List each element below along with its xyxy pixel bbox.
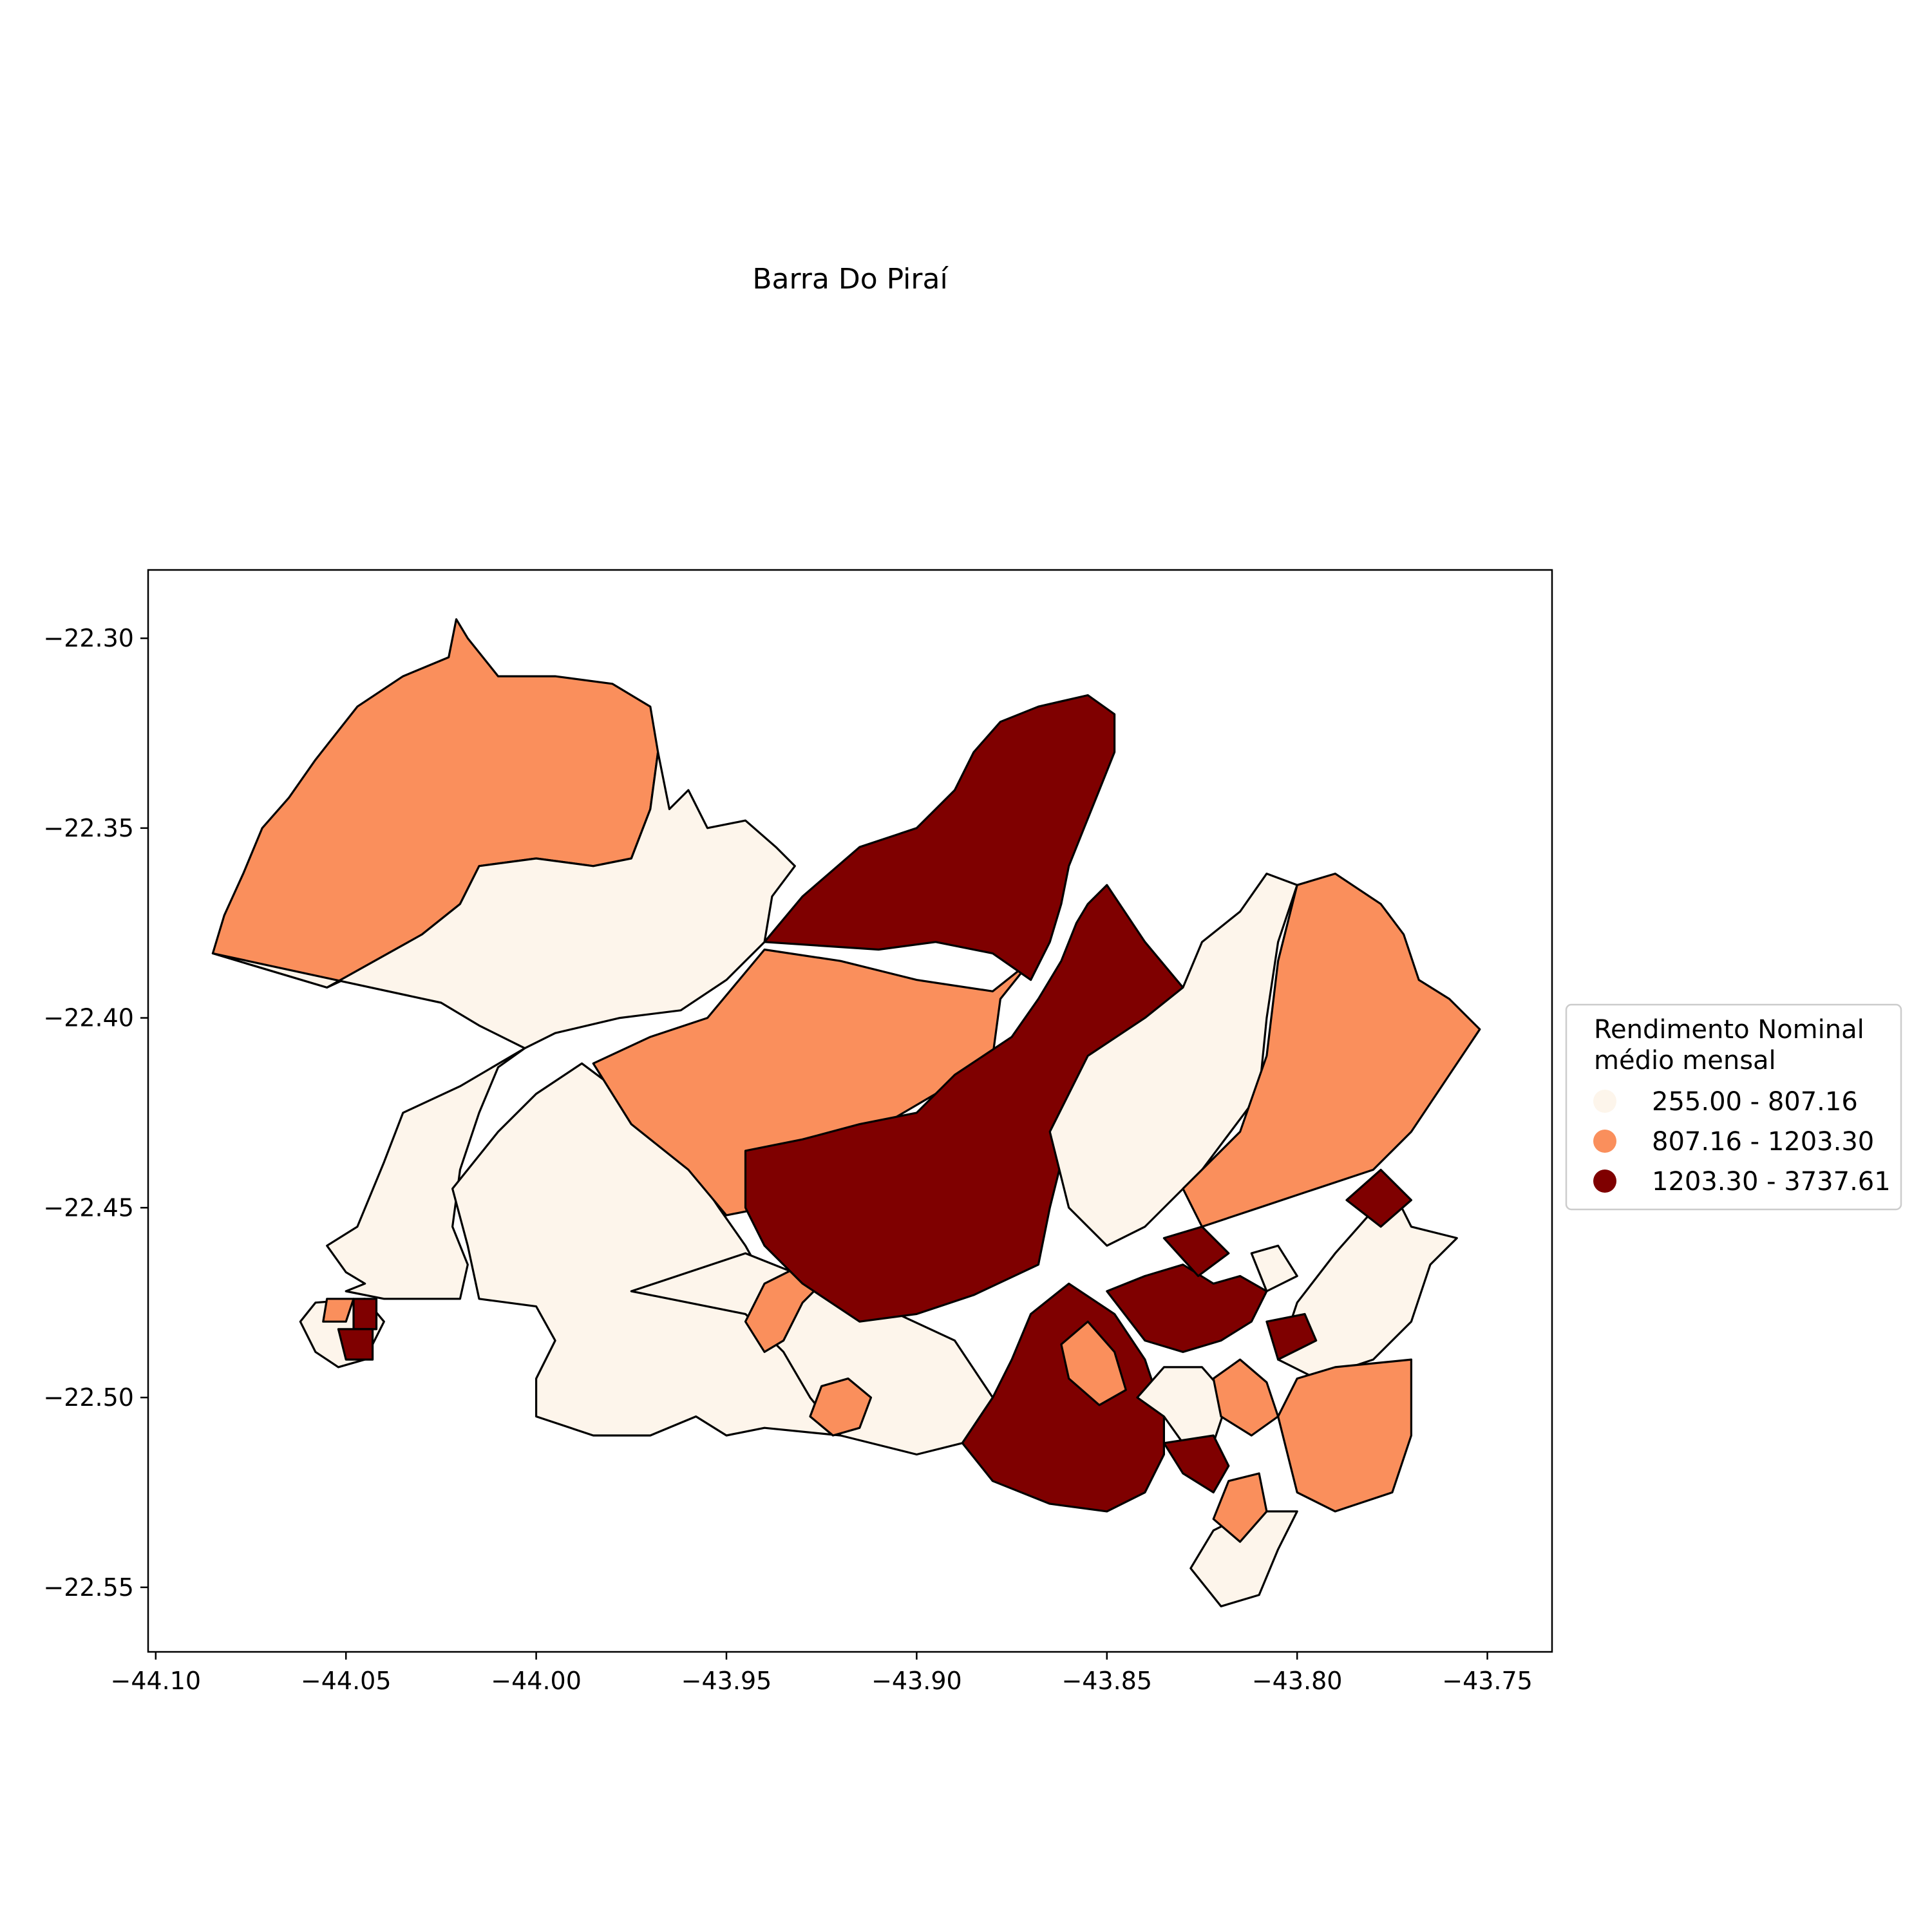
map-region-mid [1060,1320,1127,1406]
map-region-mid [1182,872,1481,1228]
legend-title-line-2: médio mensal [1594,1046,1776,1075]
map-region-low [1136,1366,1230,1444]
map-region-high [1345,1168,1412,1228]
map-region-mid [592,948,1032,1217]
map-region-low [1276,1188,1458,1380]
x-tick-label: −44.10 [110,1667,201,1695]
x-tick-label: −43.75 [1442,1667,1533,1695]
x-tick-label: −43.95 [681,1667,772,1695]
x-tick-label: −44.05 [301,1667,392,1695]
map-region-mid [1212,1358,1280,1437]
map-region-low [1048,872,1298,1247]
map-region-mid [322,1298,355,1323]
legend-swatch-low [1593,1090,1616,1113]
y-tick-label: −22.30 [43,624,134,652]
legend-label-low: 255.00 - 807.16 [1652,1087,1858,1117]
map-region-low [211,751,796,1050]
y-tick-label: −22.35 [43,814,134,842]
y-tick-label: −22.55 [43,1573,134,1602]
map-region-mid [1212,1472,1268,1543]
map-region-high [763,694,1116,981]
map-region-mid [809,1378,873,1437]
x-tick-label: −43.85 [1061,1667,1152,1695]
x-tick-label: −44.00 [491,1667,582,1695]
map-region-low [1250,1244,1298,1293]
legend-title-line-1: Rendimento Nominal [1594,1015,1864,1045]
x-tick-label: −43.80 [1252,1667,1343,1695]
map-region-high [1162,1226,1230,1278]
y-tick-label: −22.45 [43,1193,134,1222]
x-axis: −44.10 −44.05 −44.00 −43.95 −43.90 −43.85 −43.… [110,1652,1533,1695]
x-tick-label: −43.90 [871,1667,962,1695]
map-regions [211,618,1481,1607]
legend-swatch-mid [1593,1130,1616,1153]
plot-frame [147,569,1553,1653]
map-region-mid [744,1264,823,1353]
map-region-high [352,1298,378,1331]
map-region-low [326,1047,526,1300]
y-axis: −22.30 −22.35 −22.40 −22.45 −22.50 −22.55 [43,624,148,1602]
legend: Rendimento Nominal médio mensal 255.00 -… [1565,1003,1902,1211]
y-tick-label: −22.40 [43,1004,134,1032]
legend-label-high: 1203.30 - 3737.61 [1652,1167,1891,1197]
legend-swatch-high [1593,1170,1616,1193]
map-region-high [1265,1312,1318,1361]
chart-title: Barra Do Piraí [752,263,949,296]
map-region-mid [1276,1358,1412,1513]
legend-frame [1565,1003,1902,1211]
map-region-high [337,1328,374,1361]
map-region-high [1162,1434,1230,1493]
legend-label-mid: 807.16 - 1203.30 [1652,1127,1874,1157]
y-tick-label: −22.50 [43,1383,134,1412]
